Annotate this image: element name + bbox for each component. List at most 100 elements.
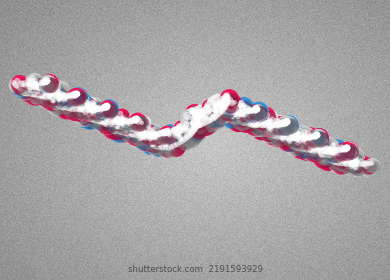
Circle shape <box>196 122 209 135</box>
Circle shape <box>156 126 176 145</box>
Circle shape <box>133 118 145 130</box>
Circle shape <box>238 109 243 115</box>
Circle shape <box>232 104 236 108</box>
Circle shape <box>206 117 218 129</box>
Circle shape <box>104 104 110 110</box>
Circle shape <box>308 132 326 151</box>
Circle shape <box>136 127 151 141</box>
Circle shape <box>193 114 197 119</box>
Circle shape <box>127 126 133 132</box>
Circle shape <box>76 100 80 104</box>
Circle shape <box>183 128 195 139</box>
Circle shape <box>312 132 319 139</box>
Circle shape <box>335 146 342 153</box>
Circle shape <box>285 137 298 150</box>
Circle shape <box>119 116 125 122</box>
Circle shape <box>303 133 319 149</box>
Circle shape <box>341 141 358 159</box>
Circle shape <box>169 126 188 145</box>
Circle shape <box>267 118 271 122</box>
Circle shape <box>130 119 145 134</box>
Circle shape <box>98 112 111 126</box>
Circle shape <box>161 128 176 143</box>
Circle shape <box>346 155 362 171</box>
Circle shape <box>191 117 198 124</box>
Circle shape <box>128 118 143 133</box>
Circle shape <box>168 135 183 150</box>
Circle shape <box>268 122 283 137</box>
Circle shape <box>102 113 113 125</box>
Circle shape <box>210 100 216 106</box>
Circle shape <box>340 157 359 176</box>
Circle shape <box>316 147 325 156</box>
Circle shape <box>50 99 60 109</box>
Circle shape <box>174 123 184 134</box>
Circle shape <box>28 84 34 90</box>
Circle shape <box>179 134 195 150</box>
Circle shape <box>183 121 190 128</box>
Circle shape <box>223 92 230 99</box>
Circle shape <box>225 103 231 108</box>
Circle shape <box>76 92 86 102</box>
Circle shape <box>238 100 253 115</box>
Circle shape <box>358 158 364 164</box>
Circle shape <box>334 148 347 161</box>
Circle shape <box>133 115 140 122</box>
Circle shape <box>295 143 302 150</box>
Circle shape <box>57 94 62 99</box>
Circle shape <box>98 105 111 117</box>
Circle shape <box>342 147 348 153</box>
Circle shape <box>116 117 122 123</box>
Circle shape <box>340 154 351 165</box>
Circle shape <box>238 110 257 129</box>
Circle shape <box>110 116 117 123</box>
Circle shape <box>76 107 82 113</box>
Circle shape <box>54 84 70 100</box>
Circle shape <box>162 134 171 143</box>
Circle shape <box>249 120 263 133</box>
Circle shape <box>68 92 74 99</box>
Circle shape <box>27 83 31 87</box>
Circle shape <box>277 134 289 146</box>
Circle shape <box>231 104 241 115</box>
Circle shape <box>69 97 74 103</box>
Circle shape <box>139 129 151 141</box>
Circle shape <box>227 105 243 121</box>
Circle shape <box>287 124 304 141</box>
Circle shape <box>268 118 277 127</box>
Circle shape <box>69 105 85 121</box>
Circle shape <box>272 132 278 139</box>
Circle shape <box>122 115 133 126</box>
Circle shape <box>163 130 176 143</box>
Circle shape <box>274 118 280 124</box>
Circle shape <box>46 82 56 93</box>
Circle shape <box>361 161 367 167</box>
Circle shape <box>206 110 216 120</box>
Circle shape <box>302 137 307 142</box>
Circle shape <box>255 118 263 126</box>
Circle shape <box>232 110 239 117</box>
Circle shape <box>168 128 182 142</box>
Circle shape <box>168 144 174 150</box>
Circle shape <box>161 130 176 144</box>
Circle shape <box>197 115 202 120</box>
Circle shape <box>55 90 71 106</box>
Circle shape <box>95 105 102 112</box>
Circle shape <box>216 96 234 114</box>
Circle shape <box>345 146 357 158</box>
Circle shape <box>109 114 120 124</box>
Circle shape <box>79 103 93 117</box>
Circle shape <box>133 127 138 132</box>
Circle shape <box>283 137 298 152</box>
Circle shape <box>172 139 186 154</box>
Circle shape <box>106 123 122 139</box>
Circle shape <box>290 129 295 134</box>
Circle shape <box>130 130 144 143</box>
Circle shape <box>209 98 214 104</box>
Circle shape <box>218 109 223 114</box>
Circle shape <box>238 103 248 113</box>
Circle shape <box>254 125 264 135</box>
Circle shape <box>223 110 234 122</box>
Circle shape <box>172 132 178 138</box>
Circle shape <box>95 106 100 112</box>
